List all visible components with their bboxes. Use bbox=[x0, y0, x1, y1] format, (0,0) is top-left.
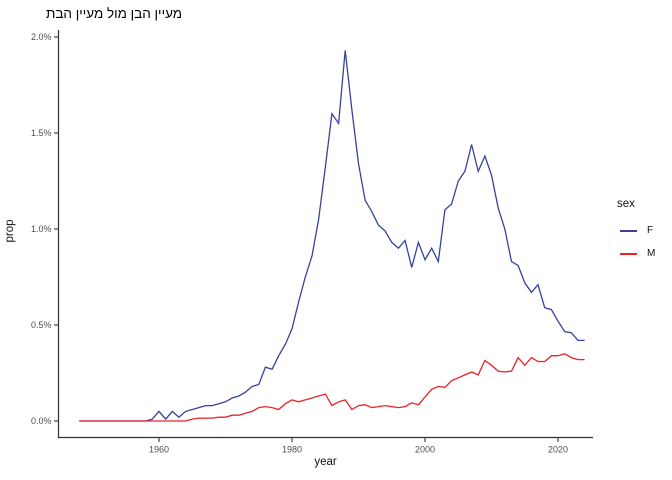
x-tick-label: 2020 bbox=[548, 445, 568, 455]
legend-title: sex bbox=[617, 198, 635, 210]
legend-key-line-m bbox=[620, 252, 637, 255]
legend-key-line-f bbox=[620, 229, 637, 232]
y-tick-label: 1.5% bbox=[31, 128, 52, 138]
legend-label-f: F bbox=[647, 225, 654, 236]
y-tick-label: 0.5% bbox=[31, 320, 52, 330]
legend-item-f: F bbox=[604, 219, 672, 242]
x-axis-title: year bbox=[314, 456, 337, 468]
y-tick-label: 2.0% bbox=[31, 32, 52, 42]
y-axis-title: prop bbox=[4, 219, 16, 243]
chart-title: מעיין הבן מול מעיין הבת bbox=[46, 6, 183, 21]
series-line-f bbox=[79, 50, 585, 422]
x-tick-label: 2000 bbox=[415, 445, 435, 455]
legend-item-m: M bbox=[604, 242, 672, 265]
x-tick-label: 1960 bbox=[149, 445, 169, 455]
y-tick-label: 0.0% bbox=[31, 416, 52, 426]
legend-label-m: M bbox=[647, 248, 656, 259]
x-tick-label: 1980 bbox=[282, 445, 302, 455]
legend: sex F M bbox=[604, 198, 672, 265]
series-line-m bbox=[79, 353, 585, 422]
y-tick-label: 1.0% bbox=[31, 224, 52, 234]
